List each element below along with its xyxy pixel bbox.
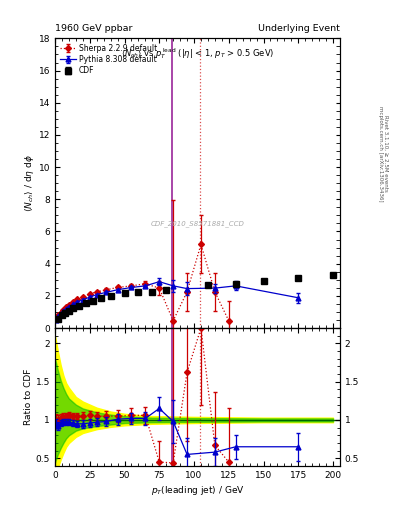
Text: Rivet 3.1.10, ≥ 2.5M events: Rivet 3.1.10, ≥ 2.5M events — [384, 115, 388, 192]
Text: Underlying Event: Underlying Event — [258, 24, 340, 33]
Text: CDF_2010_S8571881_CCD: CDF_2010_S8571881_CCD — [151, 220, 244, 227]
Y-axis label: $\langle N_{ch}\rangle$ / d$\eta$ d$\phi$: $\langle N_{ch}\rangle$ / d$\eta$ d$\phi… — [23, 154, 36, 212]
Text: mcplots.cern.ch [arXiv:1306.3436]: mcplots.cern.ch [arXiv:1306.3436] — [378, 106, 383, 201]
Legend: Sherpa 2.2.9 default, Pythia 8.308 default, CDF: Sherpa 2.2.9 default, Pythia 8.308 defau… — [59, 42, 158, 77]
Text: 1960 GeV ppbar: 1960 GeV ppbar — [55, 24, 132, 33]
X-axis label: $p_T$(leading jet) / GeV: $p_T$(leading jet) / GeV — [151, 484, 244, 497]
Text: $\langle N_{ch}\rangle$ vs $p_T^{\,\mathrm{lead}}$ ($|\eta|$ < 1, $p_T$ > 0.5 Ge: $\langle N_{ch}\rangle$ vs $p_T^{\,\math… — [121, 46, 274, 60]
Y-axis label: Ratio to CDF: Ratio to CDF — [24, 369, 33, 425]
